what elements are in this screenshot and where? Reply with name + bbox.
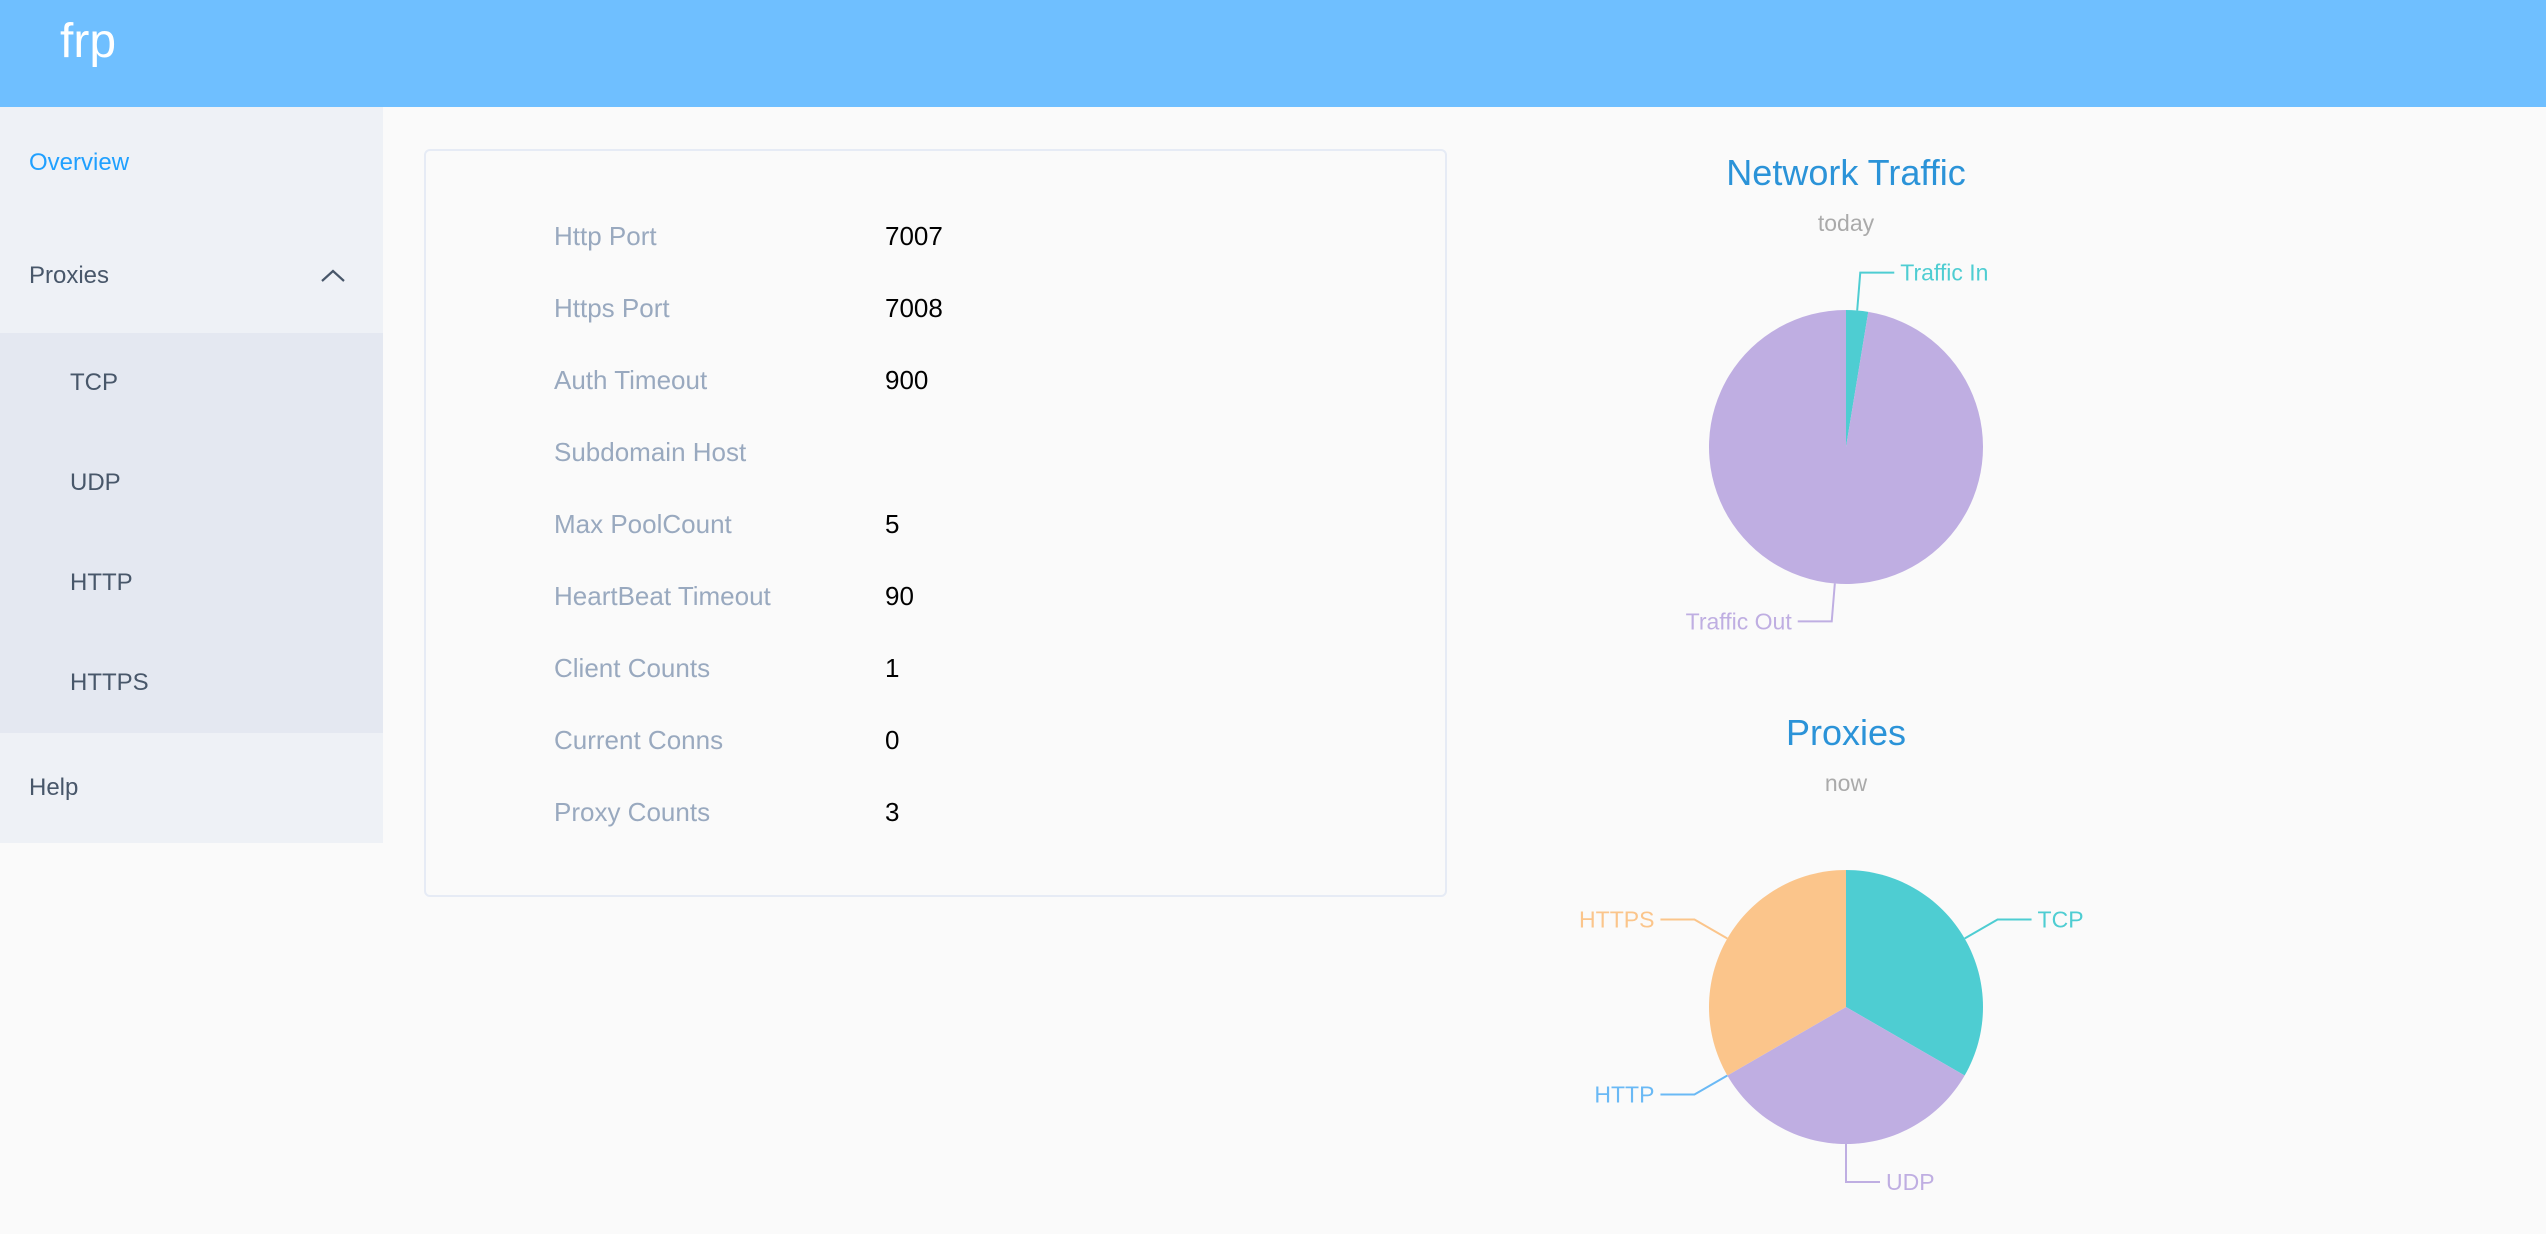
info-row-proxy-counts: Proxy Counts 3 [554, 792, 899, 832]
traffic-chart-subtitle: today [1817, 210, 1875, 236]
label-leader-line [1856, 271, 1895, 311]
sidebar-item-label: Proxies [29, 262, 110, 289]
info-value: 0 [885, 724, 900, 755]
pie-label: UDP [1886, 1169, 1935, 1195]
info-label: Max PoolCount [554, 508, 732, 539]
pie-label: HTTP [1594, 1082, 1654, 1108]
info-row-https-port: Https Port 7008 [554, 288, 943, 328]
info-value: 90 [885, 580, 914, 611]
pie-label: TCP [2038, 907, 2084, 933]
traffic-chart-title: Network Traffic [1726, 152, 1966, 193]
sidebar-item-label: UDP [70, 469, 121, 496]
label-leader-line [1797, 583, 1836, 623]
chevron-up-icon[interactable] [320, 263, 346, 289]
info-row-auth-timeout: Auth Timeout 900 [554, 360, 928, 400]
sidebar-item-label: HTTPS [70, 669, 149, 696]
info-row-current-conns: Current Conns 0 [554, 720, 899, 760]
sidebar-item-proxies[interactable]: Proxies [0, 219, 383, 333]
info-row-client-counts: Client Counts 1 [554, 648, 899, 688]
info-label: HeartBeat Timeout [554, 580, 771, 611]
sidebar-item-label: HTTP [70, 569, 133, 596]
info-row-http-port: Http Port 7007 [554, 216, 943, 256]
app-logo: frp [60, 15, 117, 68]
sidebar-item-help[interactable]: Help [0, 733, 383, 843]
pie-charts: Traffic In Traffic Out TCP UDP HTTP HTTPS [1579, 260, 2084, 1195]
pie-label: Traffic Out [1686, 608, 1793, 634]
info-label: Subdomain Host [554, 436, 747, 467]
info-label: Current Conns [554, 724, 724, 755]
info-value: 900 [885, 364, 929, 395]
info-value: 7007 [885, 220, 943, 251]
pie-slice-traffic-in[interactable] [1846, 310, 1869, 447]
sidebar-item-overview[interactable]: Overview [0, 107, 383, 219]
pie-slice-udp[interactable] [1727, 1007, 1965, 1144]
info-row-heartbeat-timeout: HeartBeat Timeout 90 [554, 576, 914, 616]
server-info-card: Http Port 7007 Https Port 7008 Auth Timeou… [424, 149, 1447, 897]
pie-slice-https[interactable] [1709, 870, 1846, 1076]
label-leader-line [1660, 1074, 1728, 1096]
pie-label: Traffic In [1900, 260, 1988, 286]
sidebar-item-https[interactable]: HTTPS [0, 633, 383, 733]
info-label: Client Counts [554, 652, 711, 683]
info-label: Proxy Counts [554, 796, 711, 827]
info-value: 5 [885, 508, 900, 539]
info-label: Https Port [554, 292, 670, 323]
info-value: 7008 [885, 292, 943, 323]
sidebar-item-label: TCP [70, 369, 118, 396]
proxies-chart-title: Proxies [1785, 712, 1907, 753]
info-row-subdomain-host: Subdomain Host [554, 432, 885, 472]
label-leader-line [1964, 918, 2032, 940]
info-row-max-poolcount: Max PoolCount 5 [554, 504, 899, 544]
sidebar-item-tcp[interactable]: TCP [0, 333, 383, 433]
sidebar-item-udp[interactable]: UDP [0, 433, 383, 533]
info-label: Auth Timeout [554, 364, 708, 395]
label-leader-line [1660, 918, 1728, 940]
pie-slice-traffic-out[interactable] [1709, 310, 1983, 584]
pie-label: HTTPS [1579, 907, 1654, 933]
sidebar-item-label: Help [29, 774, 79, 801]
info-value: 3 [885, 796, 900, 827]
info-label: Http Port [554, 220, 657, 251]
pie-slice-tcp[interactable] [1846, 870, 1983, 1076]
proxies-chart-subtitle: now [1824, 770, 1868, 796]
top-header: frp [0, 0, 2546, 107]
proxies-submenu: TCP UDP HTTP HTTPS [0, 333, 383, 733]
sidebar: Overview Proxies TCP UDP HTTP HTTPS Help [0, 107, 383, 843]
sidebar-item-http[interactable]: HTTP [0, 533, 383, 633]
sidebar-item-label: Overview [29, 149, 130, 176]
info-value: 1 [885, 652, 900, 683]
label-leader-line [1845, 1144, 1880, 1183]
